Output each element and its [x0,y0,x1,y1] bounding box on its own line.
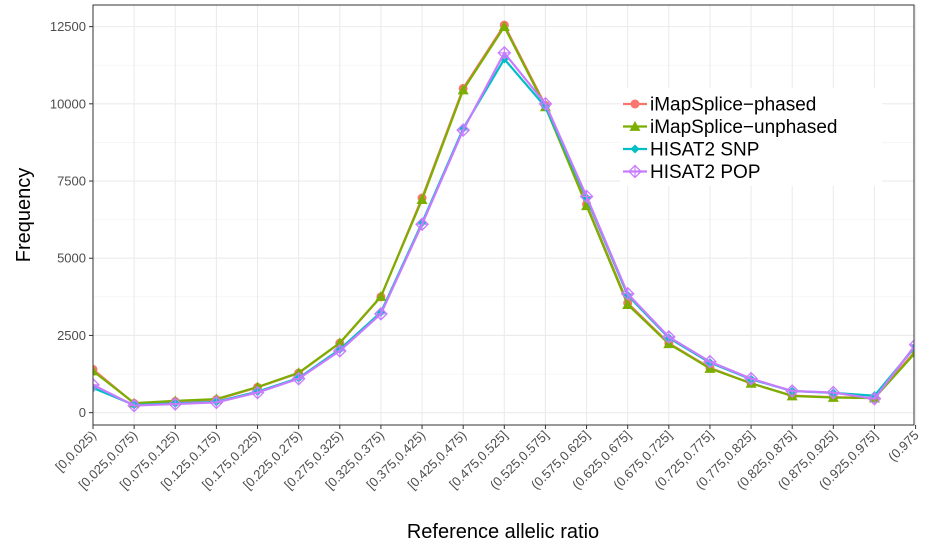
data-point [785,384,800,398]
data-point [93,377,100,392]
plot-panel [92,4,915,426]
data-point [538,96,553,111]
data-point [661,330,676,344]
data-point [456,123,471,137]
data-point [826,385,841,400]
y-tick-label: 0 [79,405,86,420]
legend: iMapSplice−phasediMapSplice−unphasedHISA… [620,88,882,186]
data-point [291,371,306,386]
x-axis-title: Reference allelic ratio [407,521,599,543]
y-axis: 0 2500 5000 7500 10000 12500 [50,19,93,420]
data-point [209,395,224,410]
plot-border [92,4,915,426]
legend-key-marker [629,121,641,131]
data-point [581,200,593,211]
data-point [910,349,914,357]
data-point [622,299,634,309]
data-point [93,365,99,376]
marker-outline [93,377,100,392]
data-point [127,398,142,413]
data-point [620,286,635,301]
series-group [93,20,914,413]
data-point [457,84,469,95]
series-3 [93,45,914,413]
x-tick-label: (0.975 [885,428,922,465]
data-point [375,291,387,301]
legend-key-marker [628,164,642,179]
data-point [498,21,510,32]
y-tick-label: 10000 [50,96,86,111]
legend-label: HISAT2 POP [650,162,761,183]
y-tick-label: 5000 [57,251,86,266]
y-axis-title: Frequency [13,168,35,263]
legend-key-marker [630,144,640,154]
x-axis: [0,0.025)[0.025,0.075)[0.075,0.125)[0.12… [52,425,922,492]
data-point [744,371,758,386]
legend-label: iMapSplice−phased [650,95,816,116]
data-point [579,189,594,204]
legend-label: iMapSplice−unphased [650,117,838,138]
data-point [416,194,428,204]
data-point [867,391,882,406]
marker-outline [908,339,914,351]
legend-label: HISAT2 SNP [650,140,759,161]
grid [92,5,917,425]
data-point [334,337,346,348]
y-tick-label: 12500 [50,19,86,34]
data-point [415,217,429,232]
data-point [373,306,388,321]
data-point [497,45,512,60]
y-tick-label: 2500 [57,328,86,343]
data-point [168,397,183,411]
legend-background [620,88,882,186]
data-point [250,385,265,400]
data-point [332,343,347,358]
data-point [703,354,717,369]
legend-key-marker [630,99,640,109]
data-point [908,339,914,351]
y-tick-label: 7500 [57,174,86,189]
